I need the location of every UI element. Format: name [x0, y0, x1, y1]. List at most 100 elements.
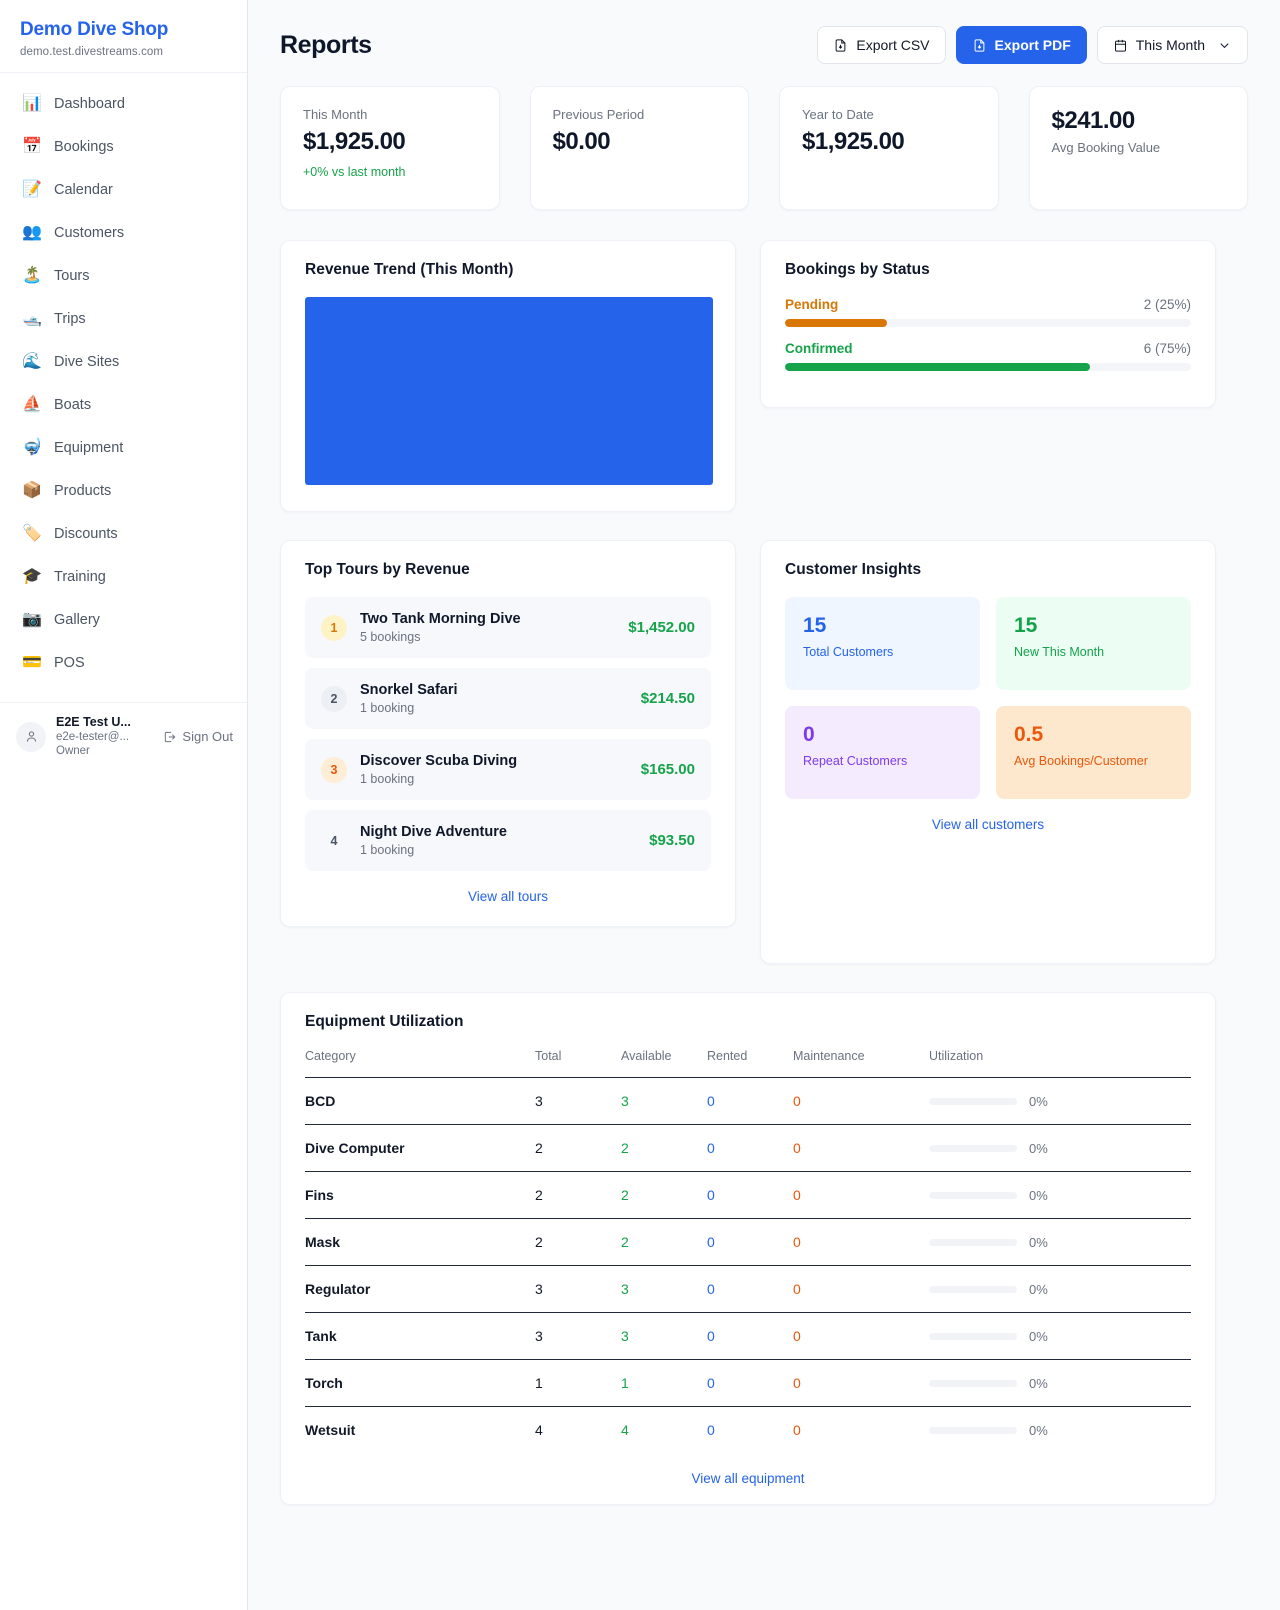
equipment-total: 3: [535, 1265, 621, 1313]
sidebar-item-dashboard[interactable]: 📊 Dashboard: [0, 83, 247, 126]
sidebar-item-training[interactable]: 🎓 Training: [0, 556, 247, 599]
equipment-maintenance: 0: [793, 1359, 929, 1407]
equipment-category: Dive Computer: [305, 1124, 535, 1172]
equipment-header-row: Category Total Available Rented Maintenance U…: [305, 1049, 1191, 1078]
equipment-total: 2: [535, 1218, 621, 1266]
status-row: Confirmed 6 (75%): [785, 341, 1191, 371]
view-all-tours-link[interactable]: View all tours: [467, 889, 549, 904]
equipment-utilization-cell: 0%: [929, 1077, 1191, 1125]
status-rows: Pending 2 (25%) Confirmed 6 (75%): [785, 297, 1191, 371]
customer-insight-tile: 15 Total Customers: [785, 597, 980, 690]
column-header: Utilization: [929, 1049, 984, 1063]
sidebar-item-discounts[interactable]: 🏷️ Discounts: [0, 513, 247, 556]
tour-name: Two Tank Morning Dive: [360, 611, 521, 627]
tour-revenue: $93.50: [649, 832, 695, 849]
export-pdf-button[interactable]: Export PDF: [955, 26, 1087, 64]
export-csv-button[interactable]: Export CSV: [817, 26, 946, 64]
utilization-percent: 0%: [1029, 1328, 1048, 1344]
sidebar-item-bookings[interactable]: 📅 Bookings: [0, 126, 247, 169]
equipment-category: BCD: [305, 1077, 535, 1125]
utilization-percent: 0%: [1029, 1422, 1048, 1438]
stat-value: $1,925.00: [303, 128, 406, 155]
equipment-available: 4: [621, 1422, 629, 1438]
equipment-total: 3: [535, 1077, 621, 1125]
date-range-selector[interactable]: This Month: [1096, 26, 1248, 64]
sidebar-item-label: Bookings: [54, 138, 114, 155]
sidebar-item-label: Training: [54, 568, 106, 585]
utilization-bar: [929, 1379, 1017, 1387]
utilization-percent: 0%: [1029, 1375, 1048, 1391]
tour-revenue: $1,452.00: [628, 619, 695, 636]
sidebar-item-gallery[interactable]: 📷 Gallery: [0, 599, 247, 642]
utilization-bar: [929, 1332, 1017, 1340]
status-bar-track: [785, 319, 1191, 327]
brand-domain: demo.test.divestreams.com: [20, 45, 164, 58]
sidebar-item-label: Calendar: [54, 181, 113, 198]
sidebar-item-label: Trips: [54, 310, 86, 327]
sidebar-item-label: Dive Sites: [54, 353, 120, 370]
sidebar-item-equipment[interactable]: 🤿 Equipment: [0, 427, 247, 470]
tour-list-item[interactable]: 1 Two Tank Morning Dive 5 bookings $1,452.0…: [305, 597, 711, 658]
customer-insight-value: 15: [1014, 614, 1038, 637]
sidebar-item-customers[interactable]: 👥 Customers: [0, 212, 247, 255]
view-all-customers-link[interactable]: View all customers: [931, 817, 1045, 832]
status-count: 6 (75%): [1143, 341, 1191, 356]
sidebar-item-boats[interactable]: ⛵ Boats: [0, 384, 247, 427]
utilization-percent: 0%: [1029, 1281, 1048, 1297]
file-download-icon: [974, 38, 984, 52]
insights-row: Top Tours by Revenue 1 Two Tank Morning D…: [280, 540, 1248, 964]
export-csv-label: Export CSV: [856, 37, 930, 53]
equipment-table-head: Category Total Available Rented Maintenance U…: [305, 1049, 1191, 1078]
sidebar-item-trips[interactable]: 🛥️ Trips: [0, 298, 247, 341]
equipment-available: 1: [621, 1359, 707, 1407]
sign-out-label: Sign Out: [182, 729, 233, 745]
equipment-category: Mask: [305, 1218, 535, 1266]
equipment-category: Regulator: [305, 1265, 535, 1313]
tour-name: Snorkel Safari: [360, 682, 458, 698]
tour-list-item[interactable]: 4 Night Dive Adventure 1 booking $93.50: [305, 810, 711, 871]
tour-name: Night Dive Adventure: [360, 824, 507, 840]
customer-insight-label: Total Customers: [803, 645, 894, 660]
sidebar-item-label: Customers: [54, 224, 125, 241]
column-header: Rented: [707, 1049, 748, 1063]
avatar: [16, 721, 46, 752]
customer-insight-label: Repeat Customers: [803, 754, 908, 769]
sidebar-item-products[interactable]: 📦 Products: [0, 470, 247, 513]
equipment-maintenance: 0: [793, 1312, 929, 1360]
bar-chart-icon: 📊: [22, 95, 42, 113]
view-all-equipment-link[interactable]: View all equipment: [691, 1471, 805, 1486]
tour-list-item[interactable]: 3 Discover Scuba Diving 1 booking $165.00: [305, 739, 711, 800]
utilization-percent: 0%: [1029, 1234, 1048, 1250]
equipment-category: Wetsuit: [305, 1422, 356, 1438]
column-header: Maintenance: [793, 1049, 865, 1063]
island-icon: 🏝️: [22, 267, 42, 285]
main-content: Reports Export CSV Export PDF This Month…: [248, 0, 1280, 1610]
equipment-rented: 0: [707, 1218, 793, 1266]
sidebar-item-pos[interactable]: 💳 POS: [0, 642, 247, 685]
equipment-table: Category Total Available Rented Maintenance U…: [305, 1049, 1191, 1453]
sidebar-item-calendar[interactable]: 📝 Calendar: [0, 169, 247, 212]
equipment-total: 1: [535, 1359, 621, 1407]
column-header: Total: [535, 1049, 562, 1063]
summary-stats: This Month $1,925.00 +0% vs last month Prev…: [280, 86, 1248, 210]
page-header: Reports Export CSV Export PDF This Month: [280, 26, 1248, 64]
sidebar-item-dive-sites[interactable]: 🌊 Dive Sites: [0, 341, 247, 384]
sidebar-item-label: POS: [54, 654, 85, 671]
equipment-utilization-cell: 0%: [929, 1407, 1191, 1454]
top-tours-panel: Top Tours by Revenue 1 Two Tank Morning D…: [280, 540, 736, 927]
sign-out-button[interactable]: Sign Out: [163, 729, 233, 744]
calendar-pen-icon: 📝: [22, 181, 42, 199]
equipment-total: 4: [535, 1422, 543, 1438]
utilization-bar: [929, 1285, 1017, 1293]
equipment-rented: 0: [707, 1077, 793, 1125]
sidebar-item-label: Equipment: [54, 439, 124, 456]
sidebar-item-tours[interactable]: 🏝️ Tours: [0, 255, 247, 298]
equipment-rented: 0: [707, 1265, 793, 1313]
tour-list-item[interactable]: 2 Snorkel Safari 1 booking $214.50: [305, 668, 711, 729]
equipment-available: 3: [621, 1312, 707, 1360]
brand-block[interactable]: Demo Dive Shop demo.test.divestreams.com: [0, 0, 247, 73]
sidebar: Demo Dive Shop demo.test.divestreams.com…: [0, 0, 248, 1610]
package-icon: 📦: [22, 482, 42, 500]
customer-insights-panel: Customer Insights 15 Total Customers 15 New…: [760, 540, 1216, 964]
